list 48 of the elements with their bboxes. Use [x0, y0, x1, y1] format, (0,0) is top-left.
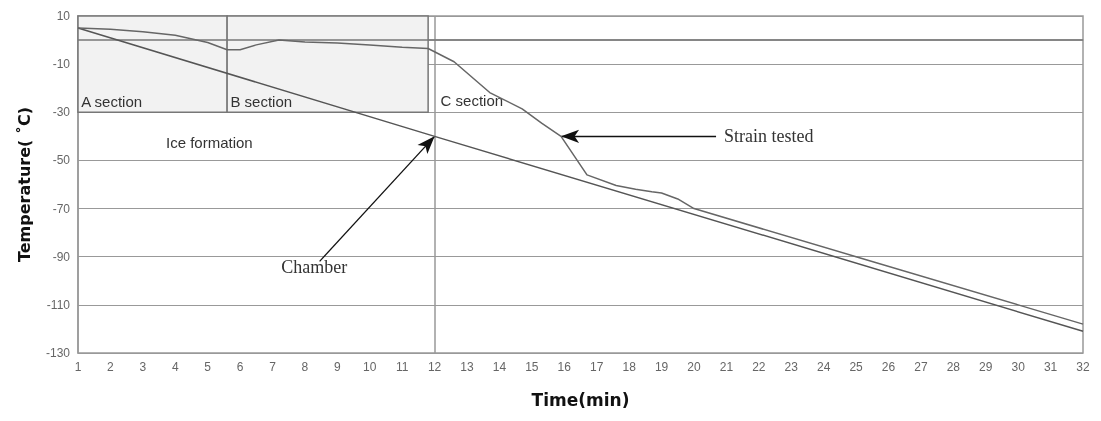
x-tick-label: 3: [139, 360, 147, 374]
x-tick-label: 8: [301, 360, 309, 374]
x-tick-label: 31: [1043, 360, 1058, 374]
x-tick-label: 24: [816, 360, 831, 374]
x-tick-label: 14: [492, 360, 507, 374]
x-tick-label: 16: [557, 360, 572, 374]
y-tick-label: 10: [56, 9, 71, 23]
y-tick-label: -10: [52, 57, 71, 72]
x-tick-label: 19: [654, 360, 669, 374]
x-tick-label: 15: [525, 360, 539, 374]
y-tick-label: -30: [52, 105, 71, 120]
x-axis-title: Time(min): [531, 389, 630, 410]
x-tick-label: 11: [395, 360, 409, 374]
y-tick-label: -90: [52, 249, 71, 264]
x-tick-label: 2: [107, 360, 115, 374]
x-tick-label: 27: [914, 360, 928, 374]
annotation: Ice formation: [166, 133, 253, 151]
x-tick-label: 4: [171, 360, 179, 374]
x-tick-label: 17: [590, 360, 604, 374]
x-tick-label: 30: [1011, 360, 1026, 374]
x-tick-label: 22: [752, 360, 766, 374]
x-tick-label: 25: [849, 360, 864, 374]
y-tick-label: -130: [45, 346, 71, 360]
y-tick-label: -50: [52, 153, 71, 168]
x-tick-label: 23: [784, 360, 799, 374]
annotation: Strain tested: [724, 126, 814, 147]
band-label: A section: [81, 93, 143, 111]
x-tick-label: 12: [427, 360, 442, 374]
x-tick-label: 29: [979, 360, 993, 374]
x-tick-label: 7: [269, 360, 277, 374]
x-tick-label: 1: [74, 360, 82, 374]
x-tick-label: 9: [334, 360, 342, 374]
band-label: B section: [230, 93, 293, 111]
x-tick-label: 21: [719, 360, 734, 374]
annotation: Chamber: [281, 257, 348, 278]
y-tick-label: -70: [52, 201, 71, 216]
x-tick-label: 20: [687, 360, 701, 374]
x-tick-label: 18: [622, 360, 637, 374]
x-tick-label: 32: [1076, 360, 1090, 374]
y-tick-label: -110: [46, 297, 71, 312]
ref-line-label: C section: [440, 92, 504, 110]
x-tick-label: 26: [881, 360, 896, 374]
y-axis-title: Temperature( ˚C): [14, 106, 34, 263]
x-tick-label: 6: [236, 360, 244, 374]
x-tick-label: 5: [204, 360, 212, 374]
x-tick-label: 13: [460, 360, 475, 374]
x-tick-label: 10: [363, 360, 377, 374]
x-tick-label: 28: [946, 360, 961, 374]
